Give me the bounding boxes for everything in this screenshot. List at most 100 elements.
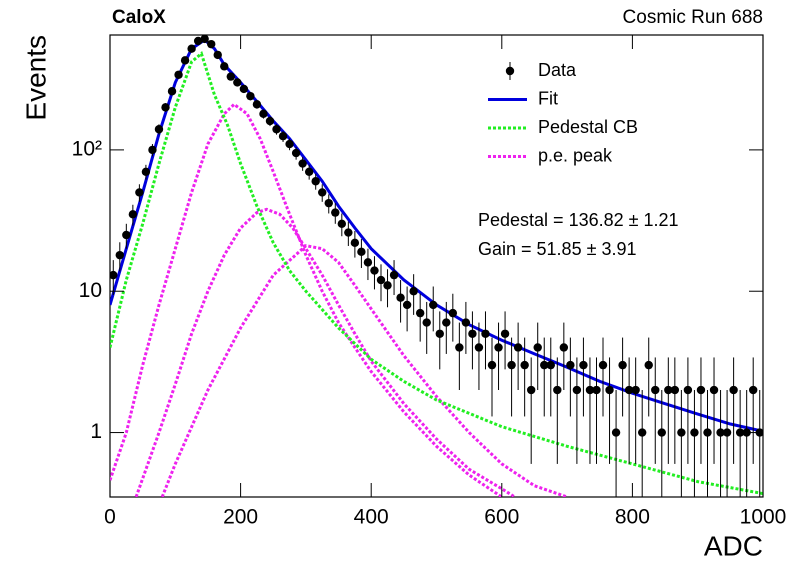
data-point: [683, 385, 693, 395]
data-point: [664, 385, 673, 395]
data-point: [585, 385, 595, 395]
data-point: [148, 145, 157, 155]
fit-curve: [134, 207, 516, 497]
data-point: [187, 44, 196, 53]
data-point: [259, 109, 268, 119]
data-point: [363, 258, 373, 267]
x-tick-label: 400: [354, 506, 389, 529]
data-point: [637, 428, 647, 437]
data-point: [115, 250, 124, 260]
chart-subtitle: Cosmic Run 688: [623, 7, 763, 28]
data-point: [722, 428, 732, 437]
plot-area: [110, 35, 763, 497]
fit-curve: [110, 38, 763, 433]
y-tick-label: 10²: [72, 137, 102, 160]
annotation: Gain = 51.85 ± 3.91: [478, 239, 637, 259]
y-tick-label: 10: [79, 279, 102, 302]
data-point: [180, 56, 190, 65]
data-point: [220, 62, 229, 71]
data-point: [631, 385, 640, 395]
data-point: [526, 385, 536, 395]
data-point: [200, 35, 209, 44]
data-point: [383, 281, 392, 290]
data-point: [442, 318, 451, 327]
data-point: [670, 385, 680, 395]
data-point: [141, 167, 151, 176]
data-point: [455, 343, 464, 352]
y-axis-label: Events: [20, 35, 51, 121]
data-point: [716, 428, 725, 437]
data-point: [579, 360, 588, 370]
data-point: [494, 343, 503, 352]
data-point: [272, 125, 281, 134]
data-point: [429, 300, 438, 310]
data-point: [207, 39, 216, 49]
data-point: [468, 329, 477, 338]
data-point: [611, 428, 621, 437]
data-point: [507, 360, 516, 370]
data-point: [389, 270, 399, 280]
data-point: [513, 343, 523, 352]
data-point: [135, 188, 144, 197]
data-point: [749, 385, 758, 395]
data-point: [566, 360, 575, 370]
data-point: [618, 360, 627, 370]
data-point: [246, 91, 255, 101]
data-point: [435, 329, 444, 338]
x-tick-label: 800: [615, 506, 650, 529]
legend-label: Data: [538, 60, 577, 80]
data-point: [553, 385, 562, 395]
fit-curve: [110, 102, 503, 497]
data-point: [533, 343, 542, 352]
data-point: [422, 318, 431, 327]
data-point: [174, 70, 183, 79]
data-point: [474, 343, 484, 352]
data-point: [311, 177, 320, 186]
data-point: [624, 385, 634, 395]
data-point: [213, 50, 222, 60]
x-tick-label: 0: [104, 506, 116, 529]
data-point: [598, 360, 608, 370]
fit-curve: [110, 51, 763, 496]
data-point: [448, 308, 458, 318]
data-point: [644, 360, 653, 370]
data-point: [540, 360, 549, 370]
data-point: [487, 360, 497, 370]
data-point: [651, 385, 660, 395]
data-point: [226, 72, 236, 81]
legend-label: Pedestal CB: [538, 117, 638, 137]
x-tick-label: 200: [223, 506, 258, 529]
data-point: [285, 139, 294, 149]
data-point: [409, 287, 418, 296]
legend-swatch: [505, 66, 515, 76]
data-point: [278, 131, 288, 141]
data-point: [592, 385, 601, 395]
data-point: [291, 148, 301, 158]
data-point: [161, 103, 170, 112]
data-point: [324, 198, 333, 208]
data-point: [729, 385, 738, 395]
data-point: [396, 293, 405, 302]
data-point: [402, 300, 412, 310]
data-point: [376, 275, 386, 285]
x-axis-label: ADC: [704, 530, 763, 561]
data-point: [344, 228, 353, 237]
data-point: [193, 36, 203, 46]
data-point: [233, 78, 242, 87]
data-point: [357, 247, 366, 257]
plot-frame: [109, 34, 764, 498]
data-point: [122, 230, 131, 240]
data-point: [481, 329, 490, 338]
data-point: [520, 360, 529, 370]
data-point: [657, 428, 666, 437]
data-point: [605, 385, 614, 395]
x-tick-label: 1000: [740, 506, 787, 529]
data-point: [500, 329, 510, 338]
data-point: [331, 208, 340, 217]
data-point: [154, 125, 164, 134]
data-point: [735, 428, 745, 437]
data-point: [696, 385, 706, 395]
data-point: [370, 266, 379, 275]
data-point: [239, 84, 249, 94]
